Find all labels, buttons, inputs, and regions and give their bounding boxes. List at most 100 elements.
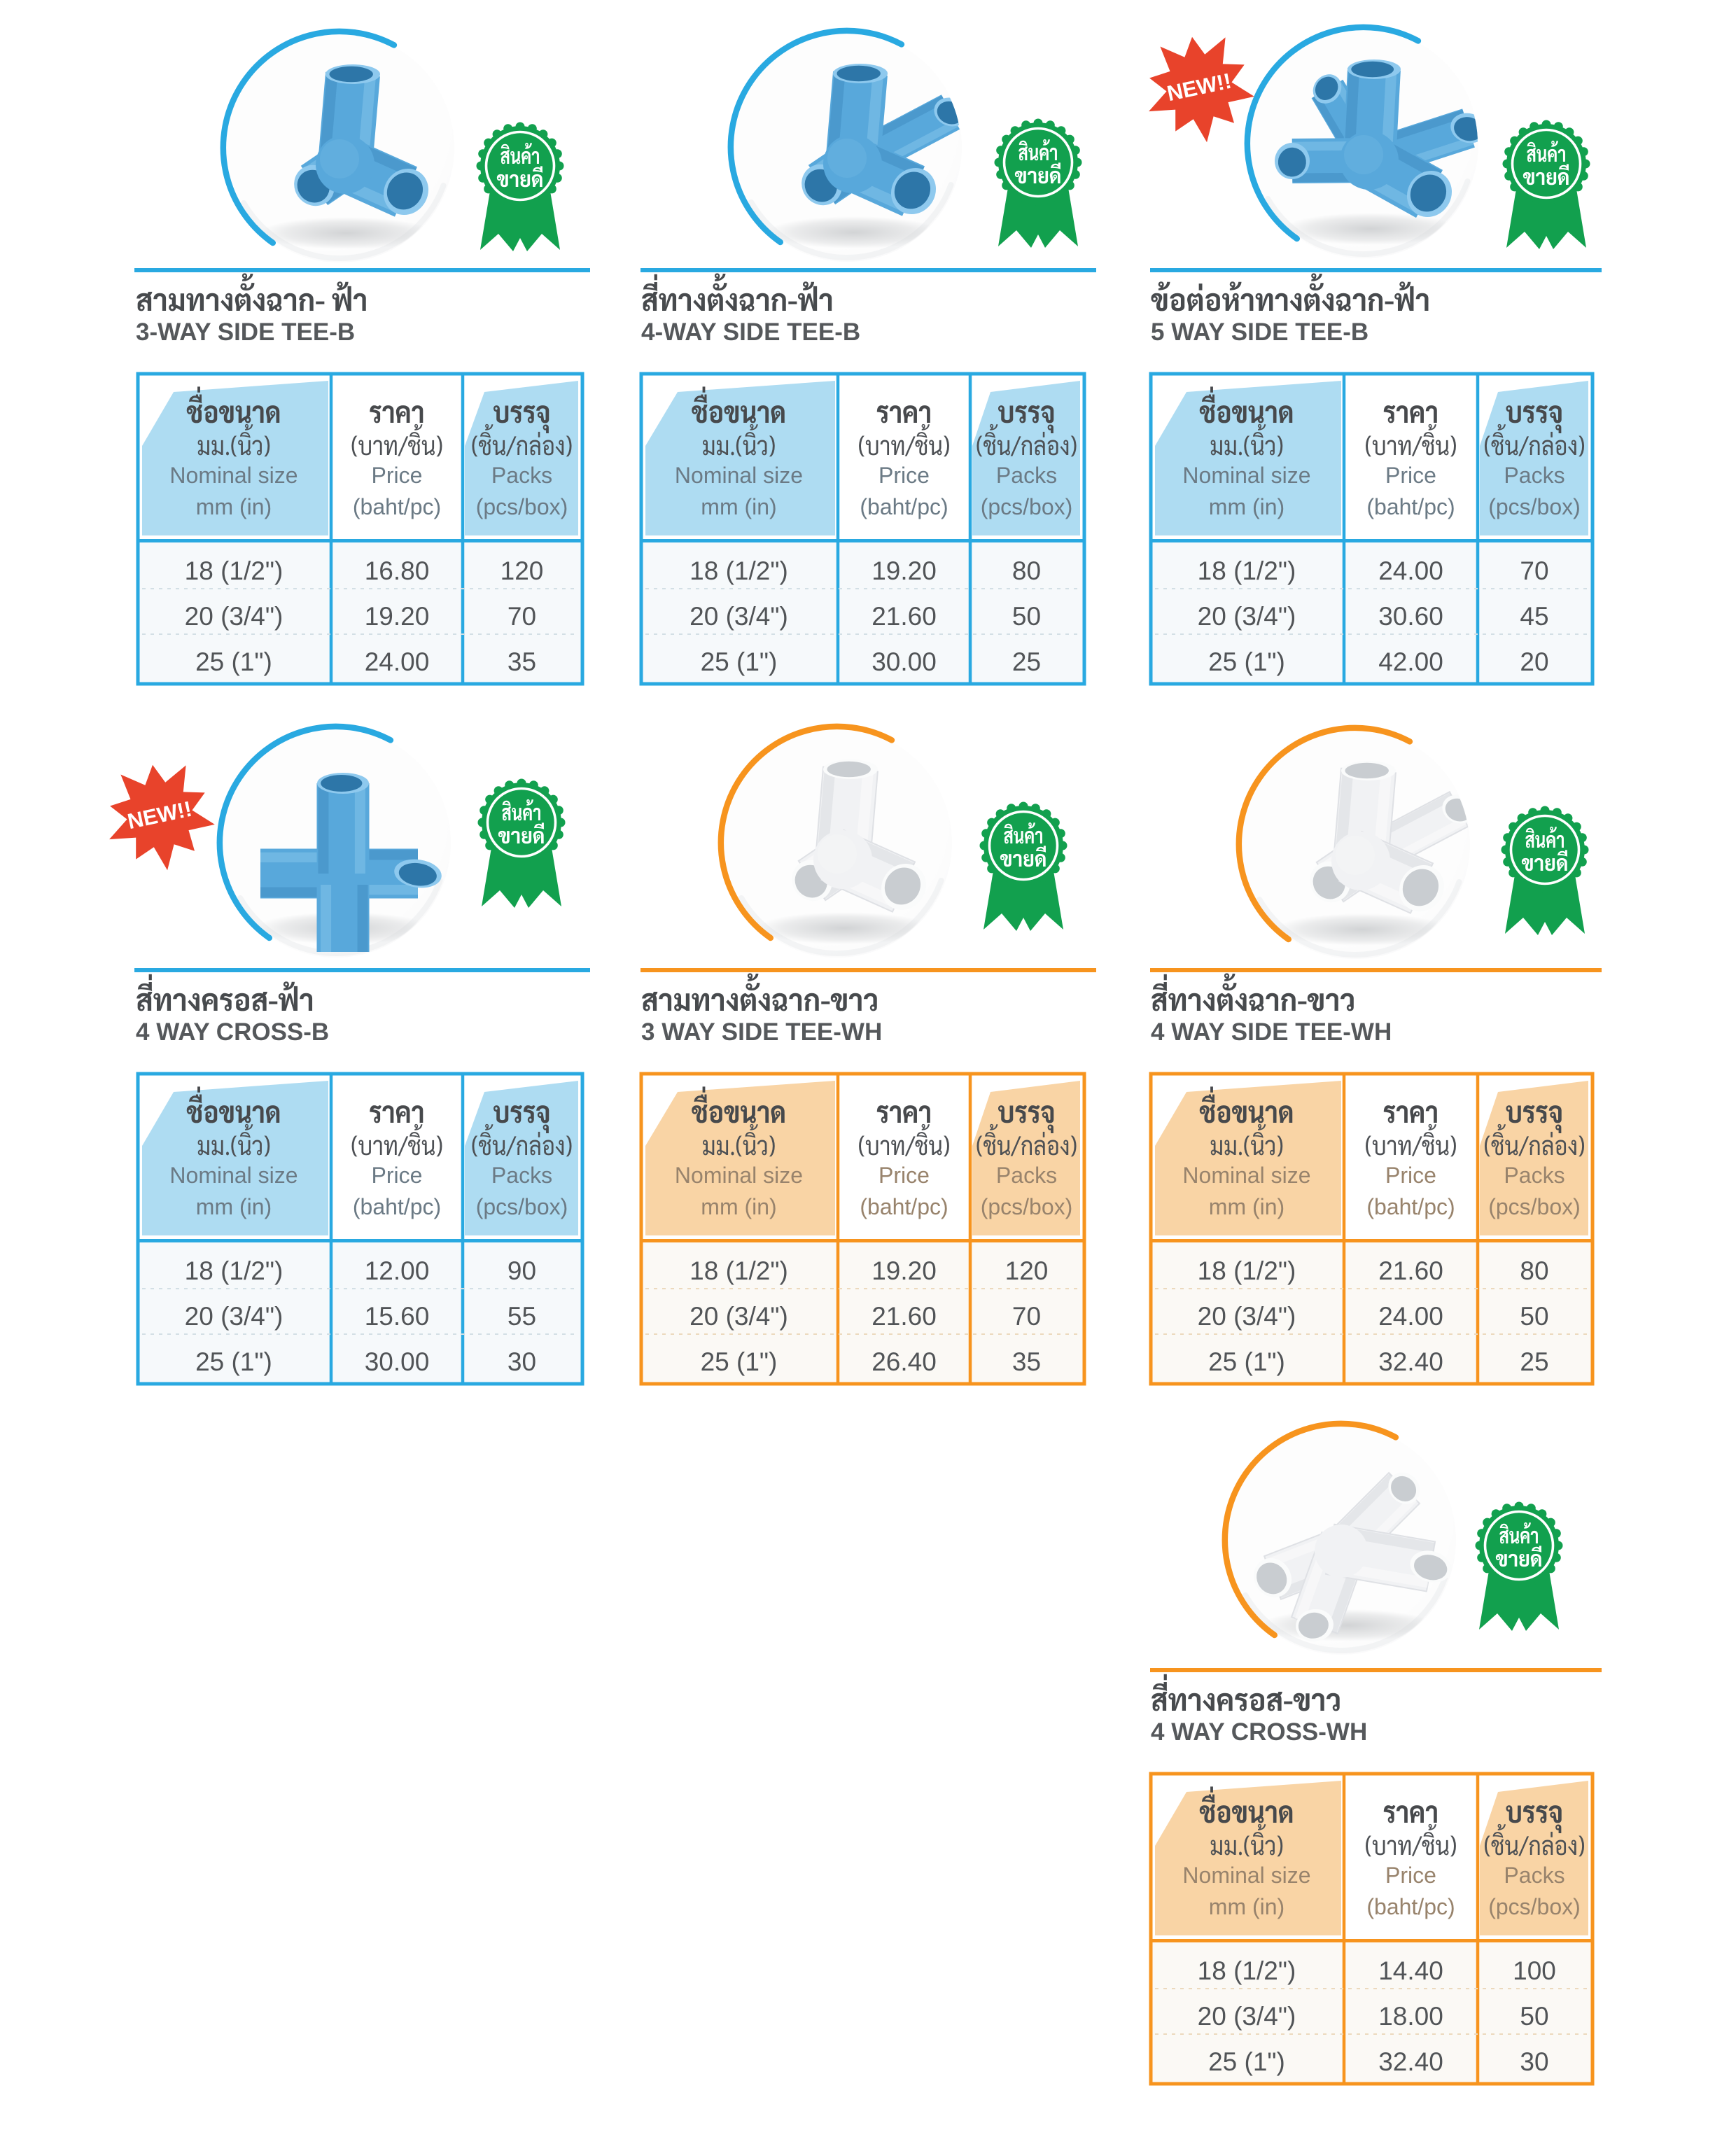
svg-text:80: 80 xyxy=(1520,1256,1548,1285)
svg-text:18 (1/2"): 18 (1/2") xyxy=(185,1256,284,1285)
svg-text:25: 25 xyxy=(1012,647,1041,676)
svg-text:Packs: Packs xyxy=(1504,1163,1564,1188)
svg-text:70: 70 xyxy=(1012,1302,1041,1331)
svg-text:19.20: 19.20 xyxy=(872,556,937,585)
svg-text:4 WAY SIDE TEE-WH: 4 WAY SIDE TEE-WH xyxy=(1151,1018,1392,1046)
svg-text:Price: Price xyxy=(372,1163,423,1188)
svg-text:(pcs/box): (pcs/box) xyxy=(981,1194,1073,1219)
svg-text:90: 90 xyxy=(507,1256,536,1285)
svg-text:70: 70 xyxy=(1520,556,1548,585)
svg-text:19.20: 19.20 xyxy=(365,602,430,631)
svg-text:18 (1/2"): 18 (1/2") xyxy=(690,1256,788,1285)
svg-text:Price: Price xyxy=(1385,1863,1436,1888)
svg-text:15.60: 15.60 xyxy=(365,1302,430,1331)
svg-text:25 (1"): 25 (1") xyxy=(195,1347,272,1376)
svg-text:4 WAY CROSS-B: 4 WAY CROSS-B xyxy=(136,1018,329,1046)
svg-text:mm (in): mm (in) xyxy=(701,1194,776,1219)
svg-text:Packs: Packs xyxy=(1504,463,1564,488)
svg-text:120: 120 xyxy=(1005,1256,1049,1285)
svg-text:Packs: Packs xyxy=(1504,1863,1564,1888)
svg-text:21.60: 21.60 xyxy=(1378,1256,1443,1285)
svg-text:Nominal size: Nominal size xyxy=(675,463,803,488)
svg-text:18 (1/2"): 18 (1/2") xyxy=(1198,1956,1296,1985)
svg-text:42.00: 42.00 xyxy=(1378,647,1443,676)
svg-text:26.40: 26.40 xyxy=(872,1347,937,1376)
svg-text:50: 50 xyxy=(1520,1302,1548,1331)
svg-text:20 (3/4"): 20 (3/4") xyxy=(1198,602,1296,631)
svg-text:Nominal size: Nominal size xyxy=(1182,1163,1310,1188)
svg-text:24.00: 24.00 xyxy=(365,647,430,676)
svg-text:5 WAY SIDE TEE-B: 5 WAY SIDE TEE-B xyxy=(1151,318,1368,346)
svg-text:3-WAY SIDE TEE-B: 3-WAY SIDE TEE-B xyxy=(136,318,355,346)
svg-text:mm (in): mm (in) xyxy=(1209,1194,1284,1219)
svg-text:Price: Price xyxy=(878,463,930,488)
svg-text:mm (in): mm (in) xyxy=(701,494,776,519)
svg-text:18.00: 18.00 xyxy=(1378,2002,1443,2031)
svg-text:(pcs/box): (pcs/box) xyxy=(1488,494,1581,519)
svg-text:mm (in): mm (in) xyxy=(196,1194,272,1219)
svg-text:50: 50 xyxy=(1520,2002,1548,2031)
svg-text:Price: Price xyxy=(372,463,423,488)
svg-text:70: 70 xyxy=(507,602,536,631)
svg-text:20 (3/4"): 20 (3/4") xyxy=(690,1302,788,1331)
svg-text:45: 45 xyxy=(1520,602,1548,631)
svg-text:(pcs/box): (pcs/box) xyxy=(476,1194,568,1219)
svg-text:55: 55 xyxy=(507,1302,536,1331)
svg-text:Nominal size: Nominal size xyxy=(1182,1863,1310,1888)
svg-text:25: 25 xyxy=(1520,1347,1548,1376)
svg-text:(baht/pc): (baht/pc) xyxy=(1366,494,1455,519)
svg-text:Price: Price xyxy=(878,1163,930,1188)
svg-text:4-WAY SIDE TEE-B: 4-WAY SIDE TEE-B xyxy=(641,318,860,346)
svg-text:Packs: Packs xyxy=(996,1163,1057,1188)
svg-text:Nominal size: Nominal size xyxy=(675,1163,803,1188)
svg-text:Nominal size: Nominal size xyxy=(1182,463,1310,488)
svg-text:20 (3/4"): 20 (3/4") xyxy=(185,1302,284,1331)
svg-text:Price: Price xyxy=(1385,463,1436,488)
svg-text:20 (3/4"): 20 (3/4") xyxy=(690,602,788,631)
svg-text:(baht/pc): (baht/pc) xyxy=(860,1194,948,1219)
svg-text:Nominal size: Nominal size xyxy=(169,1163,298,1188)
svg-text:21.60: 21.60 xyxy=(872,602,937,631)
svg-text:Packs: Packs xyxy=(491,1163,552,1188)
svg-text:Packs: Packs xyxy=(996,463,1057,488)
svg-text:(baht/pc): (baht/pc) xyxy=(353,494,441,519)
svg-text:Nominal size: Nominal size xyxy=(169,463,298,488)
svg-text:30: 30 xyxy=(507,1347,536,1376)
svg-text:19.20: 19.20 xyxy=(872,1256,937,1285)
svg-text:(pcs/box): (pcs/box) xyxy=(1488,1894,1581,1919)
svg-text:(baht/pc): (baht/pc) xyxy=(1366,1194,1455,1219)
svg-text:mm (in): mm (in) xyxy=(1209,1894,1284,1919)
svg-text:30: 30 xyxy=(1520,2047,1548,2076)
svg-text:Price: Price xyxy=(1385,1163,1436,1188)
svg-text:100: 100 xyxy=(1513,1956,1556,1985)
svg-text:32.40: 32.40 xyxy=(1378,1347,1443,1376)
svg-text:25 (1"): 25 (1") xyxy=(701,1347,778,1376)
svg-text:30.00: 30.00 xyxy=(365,1347,430,1376)
svg-text:(pcs/box): (pcs/box) xyxy=(476,494,568,519)
svg-text:25 (1"): 25 (1") xyxy=(701,647,778,676)
svg-text:18 (1/2"): 18 (1/2") xyxy=(1198,556,1296,585)
svg-text:(pcs/box): (pcs/box) xyxy=(1488,1194,1581,1219)
svg-text:14.40: 14.40 xyxy=(1378,1956,1443,1985)
svg-text:(baht/pc): (baht/pc) xyxy=(860,494,948,519)
svg-text:18 (1/2"): 18 (1/2") xyxy=(185,556,284,585)
svg-text:24.00: 24.00 xyxy=(1378,556,1443,585)
svg-text:25 (1"): 25 (1") xyxy=(1208,2047,1285,2076)
svg-text:Packs: Packs xyxy=(491,463,552,488)
svg-text:(pcs/box): (pcs/box) xyxy=(981,494,1073,519)
svg-text:20 (3/4"): 20 (3/4") xyxy=(185,602,284,631)
svg-text:30.60: 30.60 xyxy=(1378,602,1443,631)
svg-text:25 (1"): 25 (1") xyxy=(1208,647,1285,676)
svg-text:mm (in): mm (in) xyxy=(196,494,272,519)
svg-text:4 WAY CROSS-WH: 4 WAY CROSS-WH xyxy=(1151,1718,1367,1746)
svg-text:20: 20 xyxy=(1520,647,1548,676)
svg-text:25 (1"): 25 (1") xyxy=(195,647,272,676)
svg-text:18 (1/2"): 18 (1/2") xyxy=(1198,1256,1296,1285)
svg-text:mm (in): mm (in) xyxy=(1209,494,1284,519)
svg-text:20 (3/4"): 20 (3/4") xyxy=(1198,1302,1296,1331)
svg-text:(baht/pc): (baht/pc) xyxy=(353,1194,441,1219)
svg-text:30.00: 30.00 xyxy=(872,647,937,676)
svg-text:(baht/pc): (baht/pc) xyxy=(1366,1894,1455,1919)
svg-text:25 (1"): 25 (1") xyxy=(1208,1347,1285,1376)
svg-text:80: 80 xyxy=(1012,556,1041,585)
